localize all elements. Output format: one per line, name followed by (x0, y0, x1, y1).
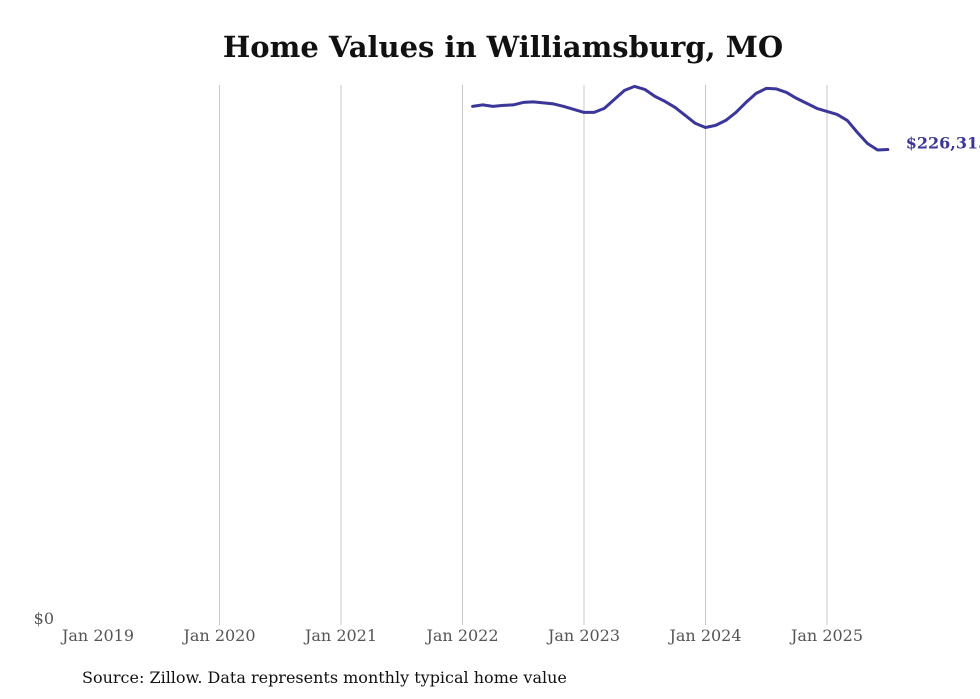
end-value-label: $226,315 (906, 133, 980, 152)
x-tick-label: Jan 2019 (60, 626, 134, 645)
series-line (471, 84, 890, 152)
x-tick-label: Jan 2020 (181, 626, 255, 645)
x-tick-label: Jan 2021 (303, 626, 377, 645)
x-tick-label: Jan 2023 (546, 626, 620, 645)
x-tick-label: Jan 2022 (424, 626, 498, 645)
source-note: Source: Zillow. Data represents monthly … (82, 668, 567, 687)
chart-title: Home Values in Williamsburg, MO (222, 30, 784, 64)
x-tick-label: Jan 2025 (789, 626, 863, 645)
y-tick-label: $0 (34, 609, 54, 628)
x-tick-label: Jan 2024 (667, 626, 741, 645)
